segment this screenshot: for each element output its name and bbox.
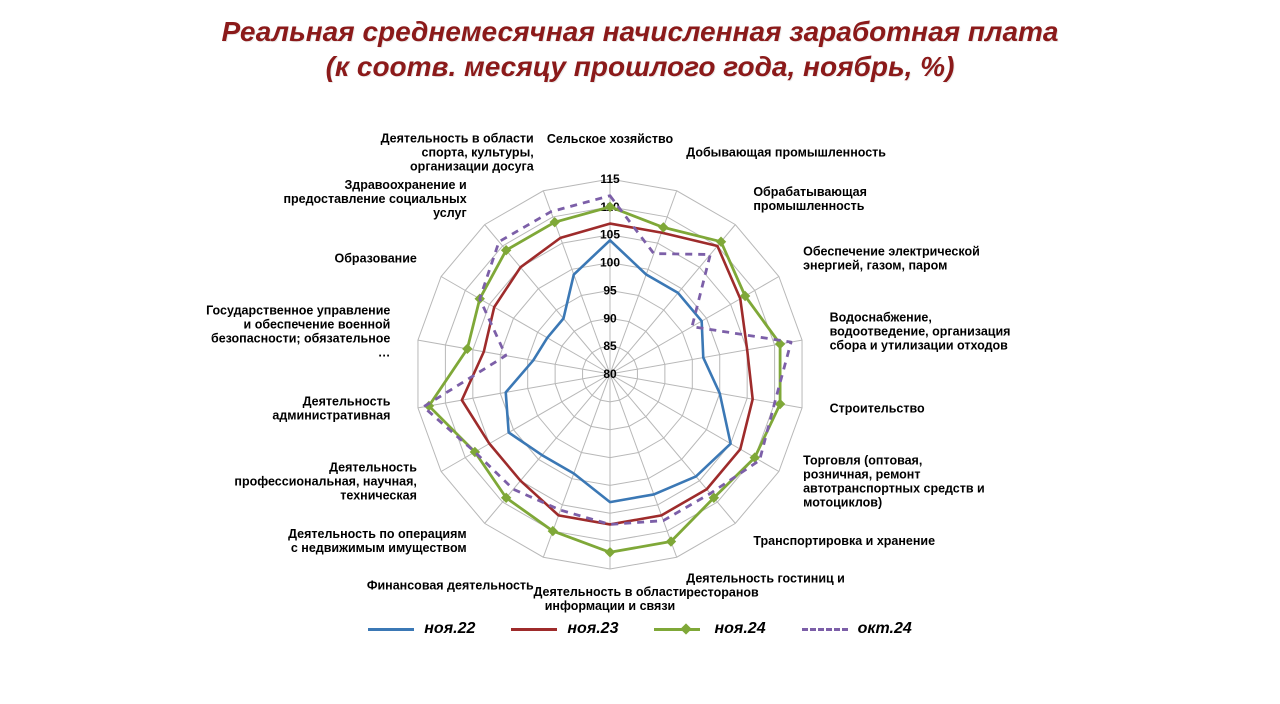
axis-label: Обрабатывающаяпромышленность: [753, 185, 867, 213]
radial-tick-label: 85: [603, 339, 617, 353]
radial-tick-label: 95: [603, 283, 617, 297]
axis-label: Образование: [334, 252, 416, 266]
radial-tick-label: 80: [603, 367, 617, 381]
axis-label: Обеспечение электрическойэнергией, газом…: [803, 245, 980, 273]
axis-label: Финансовая деятельность: [367, 579, 534, 593]
series-marker: [776, 399, 785, 408]
axis-label: Деятельность в областиинформации и связи: [533, 585, 686, 613]
axis-label: Деятельностьпрофессиональная, научная,те…: [234, 461, 417, 503]
axis-label: Водоснабжение,водоотведение, организация…: [830, 310, 1011, 352]
axis-label: Сельское хозяйство: [547, 132, 674, 146]
axis-label: Строительство: [830, 402, 925, 416]
legend-swatch: [654, 628, 700, 631]
radial-tick-label: 90: [603, 311, 617, 325]
radial-tick-label: 100: [600, 256, 620, 270]
series-ноя.22: [506, 240, 731, 502]
legend-swatch: [368, 628, 414, 631]
axis-label: Государственное управлениеи обеспечение …: [206, 303, 390, 359]
series-marker: [659, 223, 668, 232]
radial-tick-label: 115: [600, 172, 620, 186]
legend-marker-icon: [681, 623, 692, 634]
chart-title: Реальная среднемесячная начисленная зара…: [0, 0, 1280, 84]
axis-label: Деятельность по операциямс недвижимым им…: [288, 527, 467, 555]
radar-chart: 80859095100105110115Сельское хозяйствоДо…: [0, 84, 1280, 624]
legend-swatch: [511, 628, 557, 631]
series-marker: [606, 548, 615, 557]
axis-label: Деятельностьадминистративная: [272, 395, 390, 423]
legend-swatch: [802, 628, 848, 631]
axis-label: Добывающая промышленность: [686, 145, 886, 159]
axis-label: Здравоохранение ипредоставление социальн…: [283, 178, 466, 220]
axis-label: Деятельность гостиниц иресторанов: [686, 572, 845, 600]
title-line-1: Реальная среднемесячная начисленная зара…: [222, 16, 1059, 47]
title-line-2: (к соотв. месяцу прошлого года, ноябрь, …: [326, 51, 955, 82]
axis-label: Торговля (оптовая,розничная, ремонтавтот…: [803, 454, 985, 510]
axis-label: Деятельность в областиспорта, культуры,о…: [381, 131, 535, 173]
axis-label: Транспортировка и хранение: [753, 534, 935, 548]
radar-svg: 80859095100105110115Сельское хозяйствоДо…: [0, 84, 1280, 624]
